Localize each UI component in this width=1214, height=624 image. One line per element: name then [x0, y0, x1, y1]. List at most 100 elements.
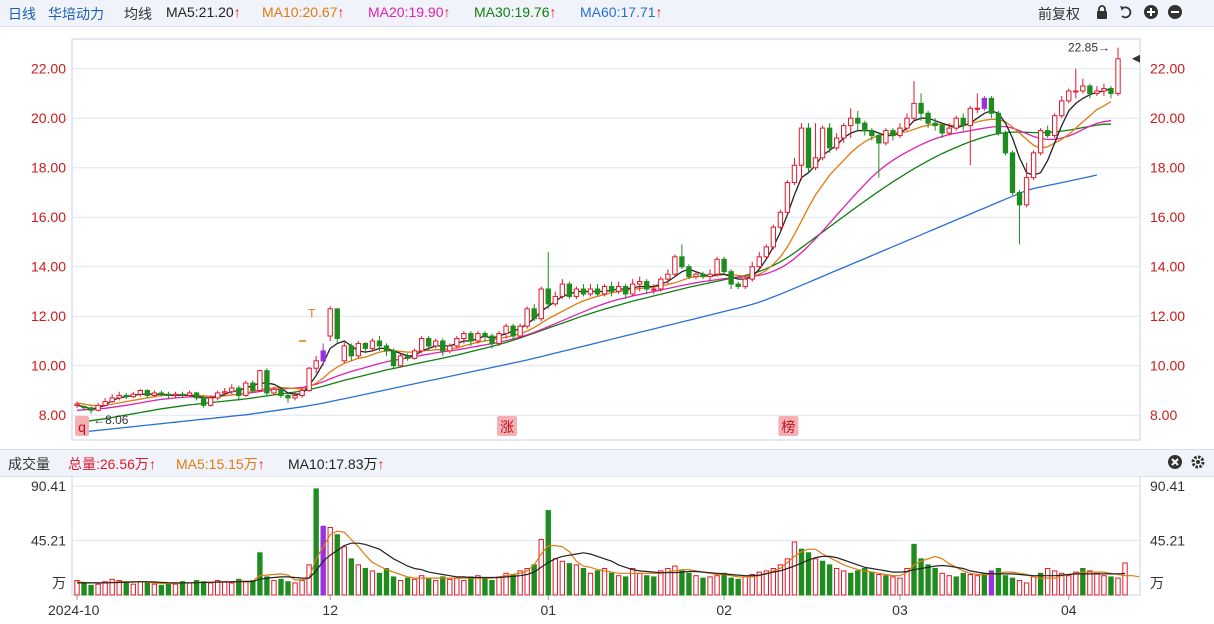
- volume-bar: [376, 572, 383, 596]
- candle: [454, 336, 460, 349]
- volume-bar: [341, 546, 347, 596]
- candle: [257, 369, 263, 392]
- volume-bar: [967, 574, 973, 596]
- volume-bar: [805, 552, 812, 596]
- candle: [390, 348, 397, 369]
- candle: [848, 108, 854, 139]
- volume-bar: [580, 567, 587, 596]
- ma-label[interactable]: 均线: [124, 6, 152, 22]
- candle: [81, 405, 87, 411]
- candle: [95, 402, 101, 412]
- candle: [545, 251, 551, 309]
- volume-bar: [700, 577, 706, 596]
- candle: [88, 406, 94, 414]
- volume-bar: [615, 575, 622, 596]
- volume-bar: [644, 575, 650, 596]
- candle: [988, 95, 995, 119]
- candle: [151, 390, 158, 397]
- event-marker[interactable]: 榜: [778, 416, 799, 436]
- volume-bar: [292, 582, 298, 596]
- volume-bar: [573, 564, 580, 596]
- candle: [651, 284, 657, 294]
- volume-bar: [440, 576, 446, 596]
- volume-bar: [904, 567, 910, 596]
- y-tick-left: 20.00: [31, 110, 66, 126]
- volume-title: 成交量: [8, 456, 50, 472]
- candle: [812, 123, 819, 171]
- volume-bar: [932, 567, 938, 596]
- close-icon[interactable]: [1167, 454, 1183, 470]
- price-chart[interactable]: 22.0020.0018.0016.0014.0012.0010.008.00 …: [0, 27, 1214, 448]
- candle: [1052, 113, 1058, 139]
- candle: [819, 125, 826, 161]
- candle: [362, 342, 369, 354]
- volume-bar: [404, 577, 411, 596]
- y-tick-right: 8.00: [1150, 407, 1177, 423]
- volume-bar: [714, 575, 720, 596]
- candle: [320, 343, 326, 366]
- candle: [601, 284, 608, 297]
- volume-bar: [454, 577, 460, 596]
- volume-bar: [144, 582, 151, 596]
- candle: [243, 380, 249, 397]
- volume-bar: [1052, 570, 1058, 596]
- volume-bar: [566, 563, 573, 596]
- vol-ma5: MA5:15.15万↑: [176, 456, 265, 472]
- volume-bar: [1115, 577, 1121, 596]
- settings-icon[interactable]: [1190, 454, 1206, 470]
- candle: [236, 385, 242, 401]
- ma10-indicator: MA10:20.67↑: [262, 4, 345, 20]
- ma10-line: [76, 101, 1112, 407]
- candle: [615, 281, 622, 294]
- zoom-out-icon[interactable]: [1167, 4, 1183, 20]
- candle: [735, 281, 741, 290]
- candle: [644, 279, 650, 294]
- volume-bar: [981, 572, 988, 596]
- volume-bar: [285, 581, 291, 596]
- candle: [447, 343, 453, 354]
- volume-bar: [102, 581, 108, 596]
- volume-bar: [334, 534, 340, 596]
- zoom-in-icon[interactable]: [1143, 4, 1159, 20]
- volume-bar: [411, 578, 418, 596]
- volume-bar: [531, 564, 537, 596]
- candle: [461, 331, 467, 344]
- volume-bar: [1030, 576, 1037, 596]
- candle: [1023, 162, 1030, 208]
- volume-bar: [510, 574, 516, 596]
- candle: [186, 390, 193, 397]
- undo-icon[interactable]: [1118, 4, 1134, 20]
- period-tab[interactable]: 日线: [8, 6, 36, 22]
- volume-bar: [897, 577, 903, 596]
- current-price-pointer-icon: [1132, 54, 1140, 63]
- candle: [179, 391, 186, 398]
- candle: [728, 269, 734, 290]
- volume-bar: [137, 581, 143, 596]
- y-tick-right: 14.00: [1150, 259, 1185, 275]
- event-marker[interactable]: q: [75, 416, 89, 436]
- candle: [658, 276, 664, 292]
- lock-icon[interactable]: [1094, 4, 1110, 20]
- volume-bar: [390, 576, 397, 596]
- volume-bar: [721, 572, 727, 596]
- volume-bar: [552, 558, 558, 596]
- volume-chart[interactable]: 90.41 90.41 45.21 45.21 万 万 2024-10 12 01 02 03 04: [0, 476, 1214, 624]
- event-marker[interactable]: 涨: [497, 416, 518, 436]
- volume-bar: [426, 577, 432, 596]
- candle: [418, 336, 425, 354]
- volume-bar: [918, 558, 924, 596]
- volume-bar: [665, 567, 671, 596]
- ma30-indicator: MA30:19.76↑: [474, 4, 557, 20]
- candle: [376, 336, 383, 351]
- volume-bar: [1087, 570, 1093, 596]
- adjust-dropdown[interactable]: 前复权: [1038, 6, 1080, 22]
- price-axis-right: 22.00 20.00 18.00 16.00 14.00 12.00 10.00 8.00: [1150, 61, 1185, 424]
- candle: [207, 395, 214, 407]
- candle: [798, 123, 805, 181]
- candle: [411, 348, 418, 360]
- candle: [559, 279, 566, 299]
- volume-bar: [953, 576, 959, 596]
- volume-bar: [791, 541, 798, 596]
- candle: [749, 261, 755, 282]
